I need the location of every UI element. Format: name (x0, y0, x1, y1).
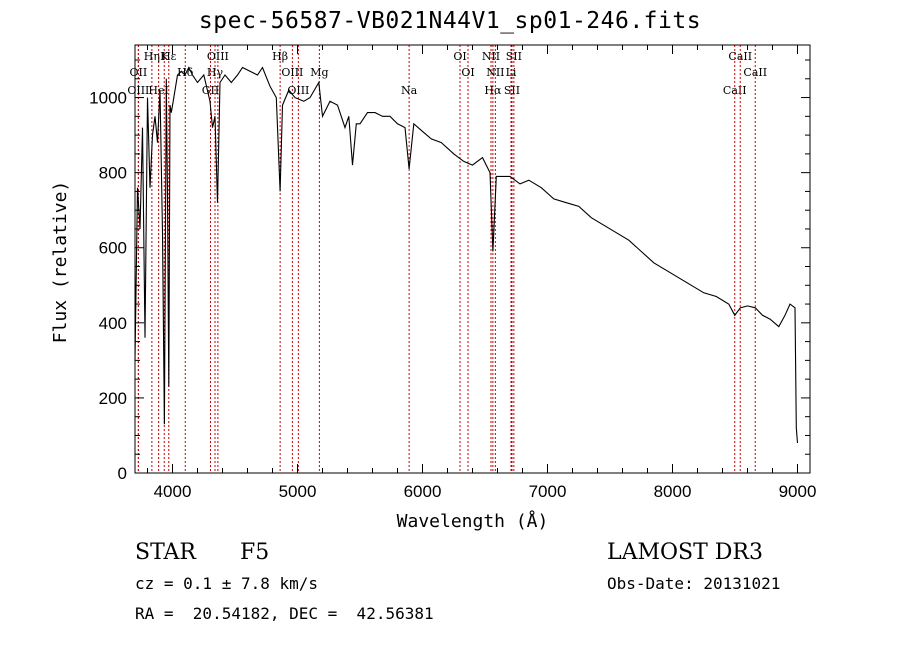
y-tick-label: 800 (99, 164, 127, 183)
line-marker-label: OIII (207, 50, 229, 63)
redshift-cz: cz = 0.1 ± 7.8 km/s (135, 574, 319, 593)
plot-frame (134, 44, 811, 474)
line-marker-label: NII (482, 50, 500, 63)
line-marker-label: OI (453, 50, 466, 63)
y-tick-label: 200 (99, 389, 127, 408)
line-marker-label: HeI (148, 84, 168, 97)
y-tick-label: 0 (118, 464, 127, 483)
y-tick-label: 400 (99, 314, 127, 333)
y-tick-label: 1000 (89, 89, 127, 108)
line-marker-label: NII (486, 66, 504, 79)
survey-name: LAMOST DR3 (607, 540, 763, 565)
line-marker-label: OIII (281, 66, 303, 79)
line-marker-label: OIII (287, 84, 309, 97)
x-tick-label: 8000 (654, 482, 692, 501)
line-marker-label: Li (506, 66, 517, 79)
line-marker-label: GII (202, 84, 219, 97)
spectrum-line (134, 66, 799, 444)
line-marker-label: SII (506, 50, 522, 63)
line-marker-label: Na (401, 84, 418, 97)
line-marker-label: OII (130, 66, 148, 79)
x-tick-label: 6000 (404, 482, 442, 501)
line-marker-label: Hη (144, 50, 160, 63)
x-tick-label: 9000 (779, 482, 817, 501)
line-marker-label: K (160, 50, 169, 63)
line-marker-label: Hβ (272, 50, 288, 63)
line-marker-label: Hγ (207, 66, 224, 79)
line-marker-label: Mg (310, 66, 328, 79)
x-tick-label: 7000 (529, 482, 567, 501)
observation-date: Obs-Date: 20131021 (607, 574, 781, 593)
line-marker-label: OI (461, 66, 474, 79)
line-marker-label: Hα (484, 84, 502, 97)
x-tick-label: 4000 (154, 482, 192, 501)
y-axis-label: Flux (relative) (50, 180, 71, 344)
chart-title: spec-56587-VB021N44V1_sp01-246.fits (198, 8, 702, 34)
line-marker-label: CaII (743, 66, 767, 79)
object-subclass: F5 (240, 540, 270, 565)
line-marker-label: CaII (728, 50, 752, 63)
x-tick-label: 5000 (279, 482, 317, 501)
line-marker-label: SII (504, 84, 520, 97)
coordinates: RA = 20.54182, DEC = 42.56381 (135, 604, 434, 623)
x-axis-label: Wavelength (Å) (396, 511, 549, 532)
object-class: STAR (135, 540, 196, 565)
line-marker-label: CaII (723, 84, 747, 97)
y-tick-label: 600 (99, 239, 127, 258)
line-marker-label: OIII (127, 84, 149, 97)
